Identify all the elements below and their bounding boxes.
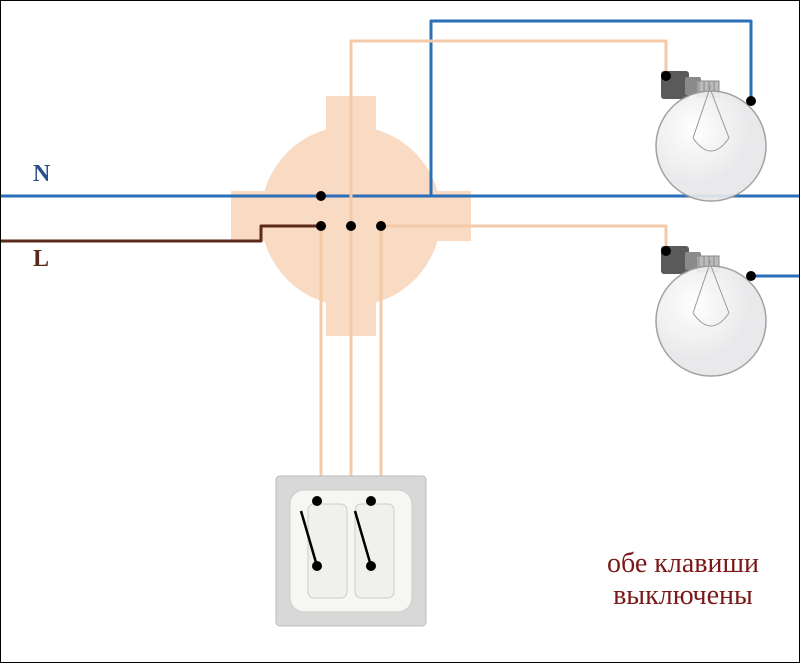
line-label: L <box>33 246 49 273</box>
caption-line2: выключены <box>613 580 753 611</box>
caption-line1: обе клавиши <box>607 548 759 579</box>
caption: обе клавиши выключены <box>607 548 759 612</box>
neutral-label: N <box>33 161 50 188</box>
